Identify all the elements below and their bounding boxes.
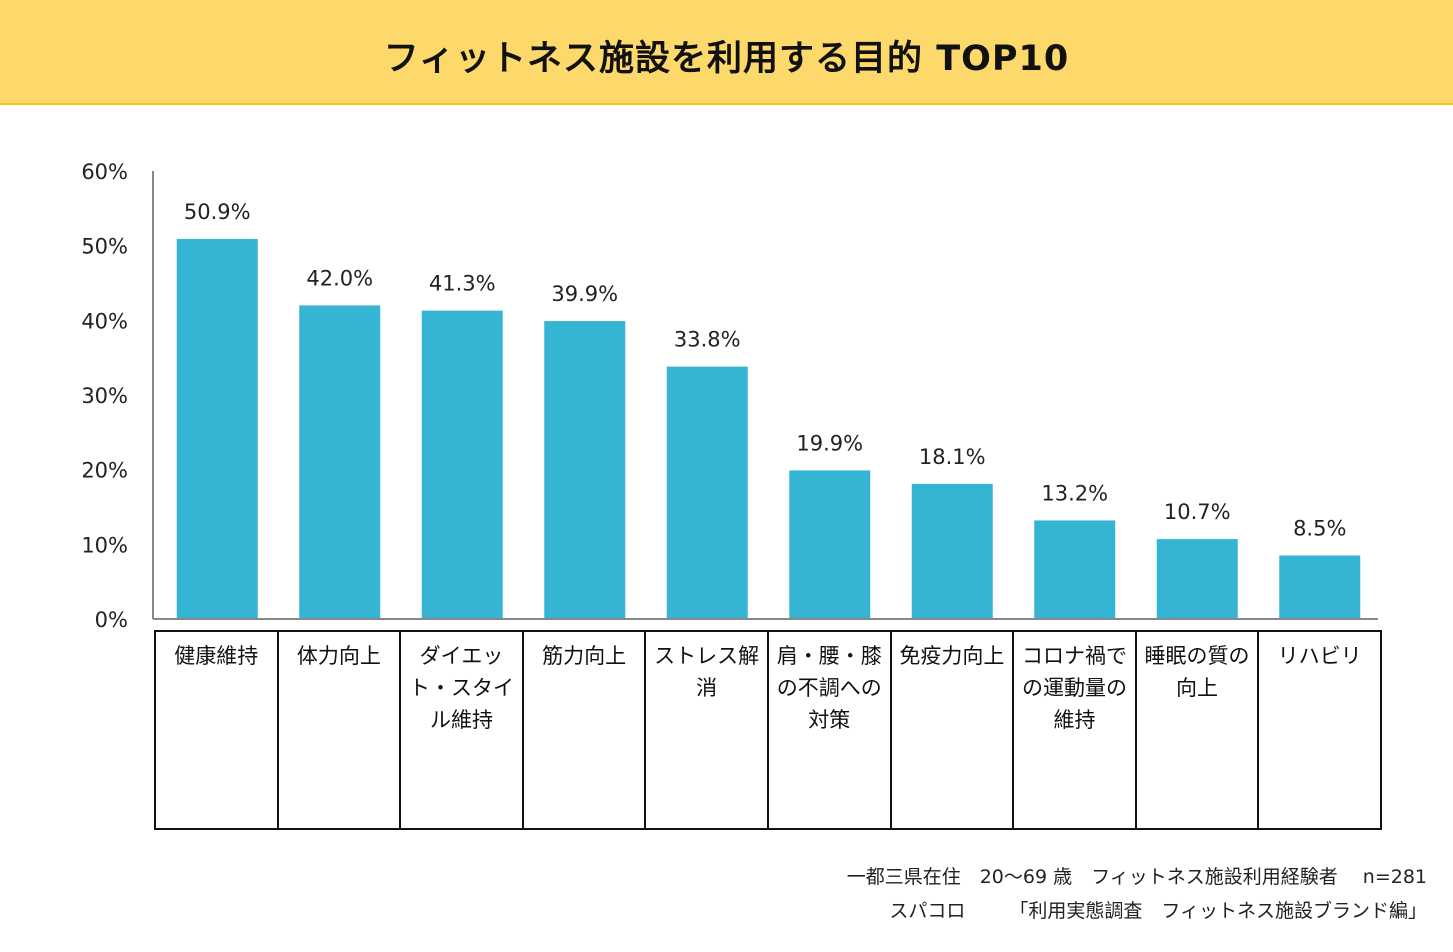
data-label: 50.9% [184,200,251,224]
category-label: コロナ禍での運動量の維持 [1012,630,1137,830]
y-tick-label: 30% [81,384,128,408]
source-note: 一都三県在住 20～69 歳 フィットネス施設利用経験者 n=281 スパコロ … [847,860,1427,928]
data-label: 39.9% [551,282,618,306]
data-label: 33.8% [674,328,741,352]
bar [421,310,503,619]
y-tick-label: 10% [81,533,128,557]
data-label: 19.9% [796,431,863,455]
chart-title: フィットネス施設を利用する目的 TOP10 [383,39,1070,79]
source-line-2: スパコロ 「利用実態調査 フィットネス施設ブランド編」 [889,900,1427,922]
data-label: 8.5% [1293,517,1346,541]
category-label: 肩・腰・膝の不調への対策 [766,630,892,830]
category-label: 免疫力向上 [889,630,1015,830]
bar [1034,520,1116,619]
y-tick-label: 50% [81,235,128,259]
bar [176,238,258,620]
data-label: 42.0% [306,266,373,290]
category-label: ストレス解消 [644,630,769,830]
y-axis-ticks: 0% 10% 20% 30% 40% 50% 60% [81,160,128,632]
y-tick-label: 60% [81,160,128,184]
category-label: リハビリ [1257,630,1382,830]
bar [544,321,626,619]
y-tick-label: 0% [95,608,128,632]
data-label: 18.1% [919,445,986,469]
bar [1279,555,1361,619]
data-label: 41.3% [429,272,496,296]
source-line-1: 一都三県在住 20～69 歳 フィットネス施設利用経験者 n=281 [846,866,1427,888]
bar [1156,539,1238,619]
data-label: 13.2% [1041,481,1108,505]
category-row: 健康維持 体力向上 ダイエット・スタイル維持 筋力向上 ストレス解消 肩・腰・膝の不調への… [154,630,1382,830]
data-label: 10.7% [1164,500,1231,524]
bar [299,305,381,619]
bar [666,366,748,619]
y-tick-label: 20% [81,459,128,483]
category-label: ダイエット・スタイル維持 [399,630,524,830]
category-label: 体力向上 [276,630,402,830]
y-tick-label: 40% [81,309,128,333]
category-label: 睡眠の質の向上 [1134,630,1260,830]
category-label-table: 健康維持 体力向上 ダイエット・スタイル維持 筋力向上 ストレス解消 肩・腰・膝の不調への… [154,630,1382,830]
category-label: 健康維持 [154,630,279,830]
title-banner: フィットネス施設を利用する目的 TOP10 [0,0,1453,105]
bars [176,238,1361,620]
category-label: 筋力向上 [521,630,647,830]
bar [911,483,993,619]
bar [789,470,871,619]
data-labels: 50.9% 42.0% 41.3% 39.9% 33.8% 19.9% 18.1% 13.2%… [184,200,1347,541]
